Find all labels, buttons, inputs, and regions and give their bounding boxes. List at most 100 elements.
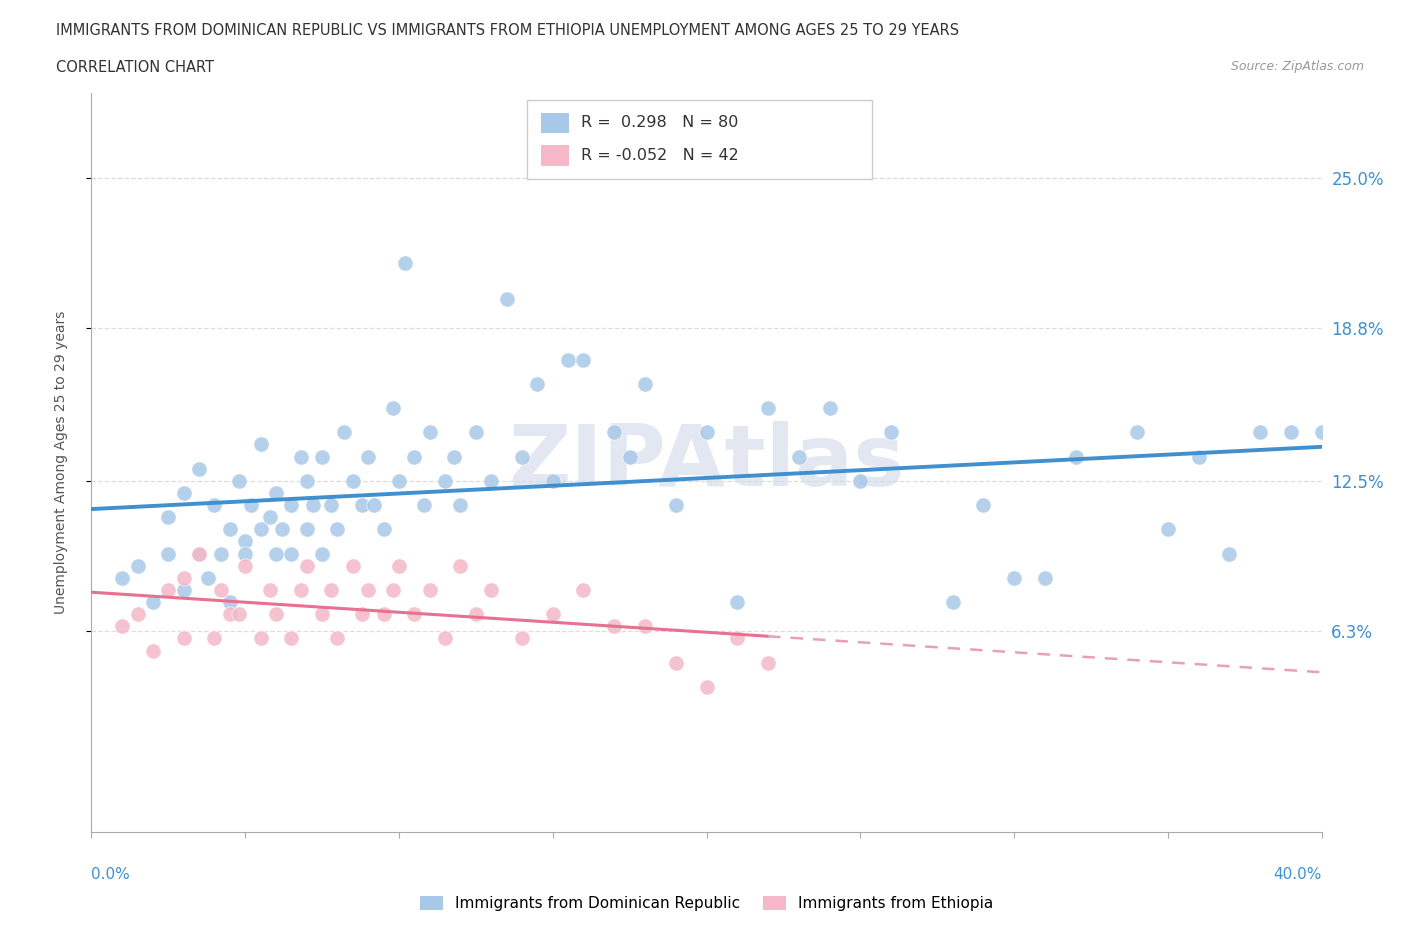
Point bbox=[350, 498, 373, 512]
Point bbox=[233, 546, 256, 561]
Point bbox=[388, 558, 411, 573]
Point bbox=[209, 546, 232, 561]
Point bbox=[280, 498, 302, 512]
Point bbox=[240, 498, 263, 512]
Point bbox=[725, 631, 748, 645]
Point bbox=[157, 510, 180, 525]
Point bbox=[218, 606, 240, 621]
Point bbox=[849, 473, 872, 488]
Point bbox=[202, 631, 225, 645]
Point bbox=[942, 594, 965, 609]
Point bbox=[388, 473, 411, 488]
Point bbox=[404, 606, 426, 621]
Point bbox=[280, 546, 302, 561]
Point bbox=[419, 425, 441, 440]
Point bbox=[381, 582, 404, 597]
Point bbox=[188, 546, 211, 561]
Point bbox=[572, 582, 595, 597]
Point bbox=[188, 546, 211, 561]
Point bbox=[443, 449, 465, 464]
Point bbox=[619, 449, 641, 464]
Point bbox=[510, 449, 533, 464]
Point bbox=[787, 449, 810, 464]
Point bbox=[197, 570, 219, 585]
Point bbox=[295, 558, 318, 573]
Point bbox=[634, 377, 657, 392]
Point bbox=[142, 594, 165, 609]
Point bbox=[634, 618, 657, 633]
Text: CORRELATION CHART: CORRELATION CHART bbox=[56, 60, 214, 75]
Point bbox=[572, 352, 595, 367]
Point bbox=[696, 425, 718, 440]
Point bbox=[228, 606, 250, 621]
Point bbox=[311, 449, 333, 464]
Point bbox=[321, 498, 343, 512]
Point bbox=[495, 292, 517, 307]
Point bbox=[264, 485, 287, 500]
Text: R = -0.052   N = 42: R = -0.052 N = 42 bbox=[581, 148, 738, 163]
Point bbox=[464, 425, 486, 440]
Point bbox=[228, 473, 250, 488]
Point bbox=[249, 631, 271, 645]
Point bbox=[1279, 425, 1302, 440]
Point bbox=[290, 449, 312, 464]
Point bbox=[218, 522, 240, 537]
Point bbox=[972, 498, 994, 512]
Point bbox=[464, 606, 486, 621]
Y-axis label: Unemployment Among Ages 25 to 29 years: Unemployment Among Ages 25 to 29 years bbox=[53, 311, 67, 615]
Point bbox=[373, 606, 395, 621]
Point bbox=[127, 606, 149, 621]
Point bbox=[412, 498, 434, 512]
Point bbox=[381, 401, 404, 416]
Text: ZIPAtlas: ZIPAtlas bbox=[508, 421, 905, 504]
Point bbox=[311, 606, 333, 621]
Point bbox=[249, 437, 271, 452]
Point bbox=[233, 558, 256, 573]
Point bbox=[342, 473, 364, 488]
Point bbox=[264, 606, 287, 621]
Point bbox=[350, 606, 373, 621]
Point bbox=[880, 425, 903, 440]
Point bbox=[326, 522, 349, 537]
Point bbox=[725, 594, 748, 609]
Point bbox=[249, 522, 271, 537]
Point bbox=[449, 558, 471, 573]
Point bbox=[1310, 425, 1333, 440]
Point bbox=[665, 498, 688, 512]
Point bbox=[142, 644, 165, 658]
Point bbox=[280, 631, 302, 645]
Point bbox=[321, 582, 343, 597]
Point bbox=[1249, 425, 1271, 440]
Point bbox=[311, 546, 333, 561]
Point bbox=[173, 570, 195, 585]
Point bbox=[404, 449, 426, 464]
Point bbox=[209, 582, 232, 597]
Point bbox=[1157, 522, 1180, 537]
Point bbox=[271, 522, 294, 537]
Point bbox=[259, 510, 281, 525]
Point bbox=[290, 582, 312, 597]
Point bbox=[394, 255, 416, 270]
Point bbox=[259, 582, 281, 597]
Point bbox=[696, 680, 718, 695]
Point bbox=[264, 546, 287, 561]
Point bbox=[295, 522, 318, 537]
Point bbox=[326, 631, 349, 645]
Point bbox=[479, 582, 502, 597]
Point bbox=[1187, 449, 1209, 464]
Point bbox=[357, 582, 380, 597]
Text: 40.0%: 40.0% bbox=[1274, 867, 1322, 882]
Point bbox=[665, 656, 688, 671]
Point bbox=[1002, 570, 1025, 585]
Point bbox=[301, 498, 323, 512]
Point bbox=[1126, 425, 1149, 440]
Point bbox=[157, 582, 180, 597]
Point bbox=[342, 558, 364, 573]
Text: Source: ZipAtlas.com: Source: ZipAtlas.com bbox=[1230, 60, 1364, 73]
Text: R =  0.298   N = 80: R = 0.298 N = 80 bbox=[581, 115, 738, 130]
Point bbox=[357, 449, 380, 464]
Point bbox=[479, 473, 502, 488]
Text: IMMIGRANTS FROM DOMINICAN REPUBLIC VS IMMIGRANTS FROM ETHIOPIA UNEMPLOYMENT AMON: IMMIGRANTS FROM DOMINICAN REPUBLIC VS IM… bbox=[56, 23, 959, 38]
Point bbox=[756, 656, 779, 671]
Point bbox=[1218, 546, 1240, 561]
